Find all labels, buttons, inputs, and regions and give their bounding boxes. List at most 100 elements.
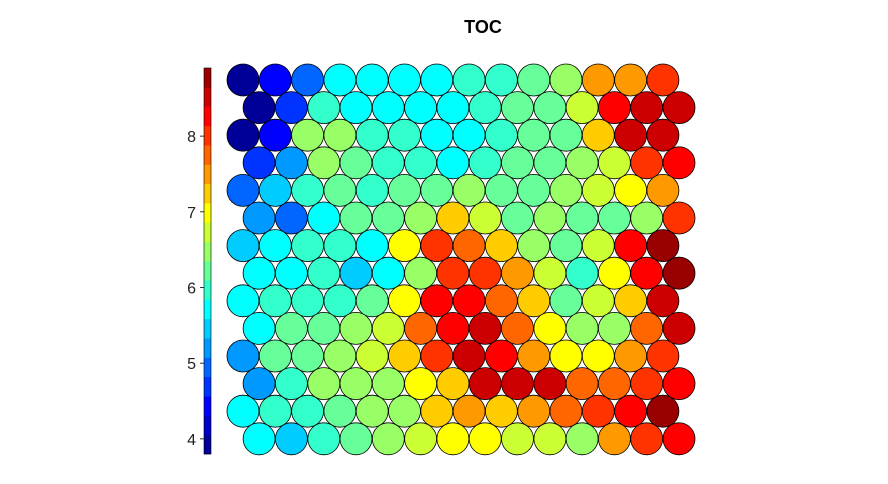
som-node — [323, 173, 357, 207]
som-node — [404, 256, 438, 290]
som-node — [549, 173, 583, 207]
som-node — [630, 256, 664, 290]
som-node — [274, 201, 308, 235]
som-node — [468, 311, 502, 345]
som-node — [339, 201, 373, 235]
colorbar-segment — [204, 87, 211, 107]
som-node — [339, 422, 373, 456]
som-node — [339, 367, 373, 401]
som-node — [404, 422, 438, 456]
som-node — [662, 201, 696, 235]
som-node — [533, 201, 567, 235]
som-node — [307, 146, 341, 180]
som-node — [581, 394, 615, 428]
som-node — [242, 422, 276, 456]
som-node — [533, 367, 567, 401]
som-node — [436, 422, 470, 456]
som-node — [662, 311, 696, 345]
som-node — [484, 118, 518, 152]
som-node — [226, 63, 260, 97]
som-node — [371, 146, 405, 180]
som-node — [598, 256, 631, 290]
som-node — [517, 63, 551, 97]
som-node — [468, 256, 502, 290]
som-node — [242, 367, 276, 401]
som-node — [501, 311, 534, 345]
som-node — [274, 367, 308, 401]
som-node — [355, 118, 389, 152]
som-node — [371, 367, 405, 401]
colorbar-segment — [204, 125, 211, 146]
som-node — [436, 367, 470, 401]
som-node — [565, 201, 599, 235]
som-node — [598, 367, 631, 401]
som-node — [339, 256, 373, 290]
som-node — [258, 118, 292, 152]
som-node — [581, 284, 615, 318]
som-node — [274, 91, 308, 124]
som-node — [339, 311, 373, 345]
som-node — [468, 422, 502, 456]
som-node — [533, 146, 567, 180]
colorbar-segment — [204, 145, 211, 165]
som-node — [258, 394, 292, 428]
som-node — [307, 201, 341, 235]
som-node — [355, 63, 389, 97]
som-node — [420, 173, 454, 207]
colorbar: 4 5 6 7 8 — [187, 67, 212, 455]
som-node — [323, 339, 357, 373]
som-node — [501, 256, 534, 290]
som-node — [533, 422, 567, 456]
colorbar-segment — [204, 203, 211, 223]
som-node — [517, 173, 551, 207]
som-node — [355, 173, 389, 207]
som-node — [598, 311, 631, 345]
som-node — [484, 229, 518, 263]
som-node — [420, 229, 454, 263]
som-node — [565, 311, 599, 345]
colorbar-tick-label: 8 — [187, 129, 196, 146]
som-node — [371, 311, 405, 345]
som-node — [323, 63, 357, 97]
som-node — [307, 367, 341, 401]
colorbar-segment — [204, 106, 211, 127]
som-node — [501, 146, 534, 180]
som-node — [630, 146, 664, 180]
som-node — [501, 201, 534, 235]
som-node — [339, 91, 373, 124]
som-node — [517, 229, 551, 263]
som-node — [646, 339, 680, 373]
som-node — [404, 201, 438, 235]
som-node — [549, 118, 583, 152]
som-node — [404, 311, 438, 345]
som-node — [646, 394, 680, 428]
som-node — [436, 201, 470, 235]
colorbar-tick-label: 5 — [187, 356, 196, 373]
som-node — [242, 256, 276, 290]
som-node — [517, 339, 551, 373]
colorbar-tick-label: 6 — [187, 280, 196, 297]
som-node — [420, 394, 454, 428]
colorbar-segment — [204, 183, 211, 204]
colorbar-tick-label: 7 — [187, 205, 196, 222]
colorbar-segment — [204, 434, 211, 455]
som-node — [452, 118, 486, 152]
som-node — [598, 422, 631, 456]
som-node — [388, 229, 421, 263]
som-node — [226, 118, 260, 152]
som-node — [630, 311, 664, 345]
som-node — [404, 91, 438, 124]
som-node — [549, 229, 583, 263]
som-node — [404, 367, 438, 401]
som-node — [614, 118, 647, 152]
som-node — [420, 339, 454, 373]
som-node — [614, 284, 647, 318]
som-node — [581, 339, 615, 373]
som-node — [468, 201, 502, 235]
som-node — [371, 91, 405, 124]
som-node — [274, 146, 308, 180]
colorbar-tick-label: 4 — [187, 432, 196, 449]
som-node — [517, 394, 551, 428]
som-node — [258, 173, 292, 207]
